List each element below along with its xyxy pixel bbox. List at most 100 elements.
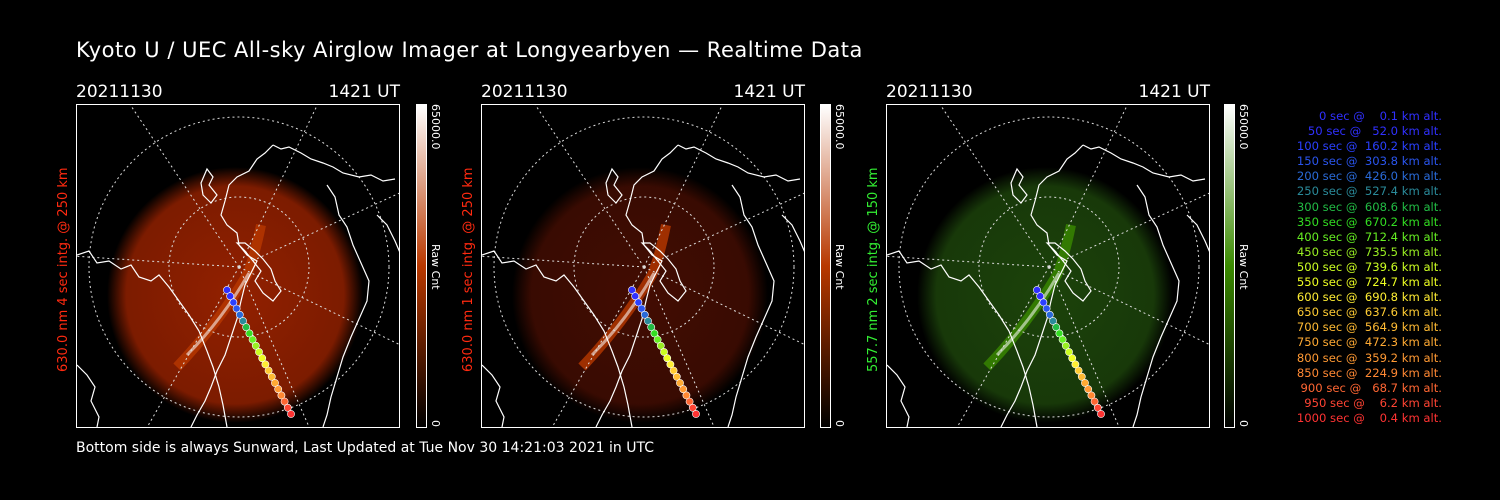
trajectory-point — [644, 317, 652, 325]
trajectory-point — [656, 341, 665, 350]
trajectory-point — [682, 391, 691, 400]
imager-panel-630nm-4sec: 20211130 1421 UT — [76, 82, 400, 428]
map-svg — [482, 105, 804, 427]
trajectory-point — [628, 286, 636, 294]
legend-entry: 400 sec @ 712.4 km alt. — [1296, 229, 1442, 244]
legend-entry: 150 sec @ 303.8 km alt. — [1296, 154, 1442, 169]
colorbar — [1224, 104, 1235, 428]
trajectory-point — [1058, 335, 1067, 344]
legend-entry: 550 sec @ 724.7 km alt. — [1296, 275, 1442, 290]
legend-entry: 700 sec @ 564.9 km alt. — [1296, 320, 1442, 335]
trajectory-point — [287, 410, 295, 418]
trajectory-point — [1061, 341, 1070, 350]
trajectory-point — [235, 310, 244, 319]
legend-entry: 50 sec @ 52.0 km alt. — [1307, 124, 1442, 139]
trajectory-point — [1090, 397, 1099, 406]
page-title: Kyoto U / UEC All-sky Airglow Imager at … — [76, 38, 863, 62]
grid-line — [168, 196, 310, 338]
trajectory-point — [637, 304, 646, 313]
map-svg — [77, 105, 399, 427]
legend-entry: 600 sec @ 690.8 km alt. — [1296, 290, 1442, 305]
trajectory-point — [258, 354, 267, 363]
allsky-map — [886, 104, 1210, 428]
trajectory-point — [1074, 366, 1083, 375]
grid-line — [978, 196, 1120, 338]
grid-line — [238, 105, 318, 268]
grid-line — [493, 116, 795, 418]
colorbar-max-label: 65000.0 — [1237, 104, 1250, 150]
trajectory-point — [274, 385, 283, 394]
trajectory-point — [1081, 379, 1089, 387]
panel-ylabel: 630.0 nm 1 sec intg. @ 250 km — [461, 167, 476, 372]
legend-entry: 200 sec @ 426.0 km alt. — [1296, 169, 1442, 184]
trajectory-point — [1042, 304, 1051, 313]
trajectory-point — [283, 403, 292, 412]
trajectory-point — [1077, 372, 1086, 381]
coastline — [190, 144, 396, 427]
grid-line — [551, 266, 645, 427]
trajectory-point — [232, 304, 241, 313]
trajectory-point — [653, 335, 662, 344]
coastline — [887, 250, 1038, 427]
colorbar-unit-label: Raw Cnt — [1237, 244, 1250, 290]
grid-line — [1048, 266, 1120, 427]
panel-time: 1421 UT — [328, 82, 401, 102]
trajectory-point — [688, 403, 697, 412]
grid-line — [1048, 105, 1128, 268]
trajectory-point — [280, 397, 289, 406]
colorbar — [820, 104, 831, 428]
coastline — [605, 167, 623, 204]
legend-entry: 350 sec @ 670.2 km alt. — [1296, 214, 1442, 229]
trajectory-point — [692, 410, 700, 418]
trajectory-point — [1087, 391, 1096, 400]
panel-time: 1421 UT — [733, 82, 806, 102]
legend-entry: 750 sec @ 472.3 km alt. — [1296, 335, 1442, 350]
trajectory-point — [647, 323, 656, 332]
grid-line — [129, 105, 240, 268]
colorbar — [416, 104, 427, 428]
trajectory-point — [1052, 323, 1061, 332]
coastline — [200, 167, 218, 204]
coastline — [77, 250, 228, 427]
coastline — [1132, 184, 1180, 427]
grid-line — [939, 105, 1050, 268]
trajectory-point — [1049, 317, 1057, 325]
panel-date: 20211130 — [76, 82, 163, 102]
grid-line — [643, 266, 715, 427]
trajectory-point — [676, 379, 684, 387]
coastline — [595, 144, 801, 427]
colorbar-min-label: 0 — [833, 420, 846, 427]
trajectory-point — [660, 348, 668, 356]
trajectory-point — [223, 286, 231, 294]
imager-panel-630nm-1sec: 20211130 1421 UT — [481, 82, 805, 428]
coastline — [640, 242, 687, 302]
grid-line — [482, 255, 645, 268]
trajectory-point — [1033, 286, 1041, 294]
trajectory-point — [685, 397, 694, 406]
colorbar-unit-label: Raw Cnt — [429, 244, 442, 290]
legend-entry: 1000 sec @ 0.4 km alt. — [1296, 410, 1442, 425]
trajectory-point — [261, 360, 270, 369]
allsky-map — [481, 104, 805, 428]
grid-line — [887, 255, 1050, 268]
grid-line — [146, 266, 240, 427]
coastline — [727, 184, 775, 427]
imager-panel-557nm-2sec: 20211130 1421 UT — [886, 82, 1210, 428]
grid-line — [88, 116, 390, 418]
panel-date: 20211130 — [886, 82, 973, 102]
aurora-arc-core — [995, 272, 1061, 357]
trajectory-point — [242, 323, 251, 332]
coastline — [1000, 144, 1206, 427]
allsky-map — [76, 104, 400, 428]
trajectory-point — [239, 317, 247, 325]
trajectory-point — [226, 292, 235, 301]
legend-entry: 950 sec @ 6.2 km alt. — [1304, 395, 1442, 410]
trajectory-point — [666, 360, 675, 369]
trajectory-point — [1093, 403, 1102, 412]
coastline — [77, 214, 399, 427]
colorbar-min-label: 0 — [1237, 420, 1250, 427]
legend-entry: 800 sec @ 359.2 km alt. — [1296, 350, 1442, 365]
colorbar-min-label: 0 — [429, 420, 442, 427]
trajectory-point — [1071, 360, 1080, 369]
